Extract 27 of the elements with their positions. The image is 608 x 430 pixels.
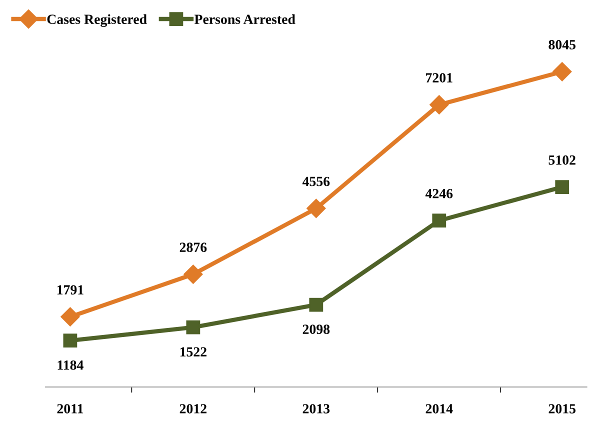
- point: [432, 214, 446, 228]
- data-label: 1184: [58, 360, 84, 370]
- point: [309, 298, 324, 312]
- data-label: 2876: [180, 242, 207, 252]
- data-label: 4556: [302, 176, 330, 186]
- point: [552, 62, 572, 82]
- x-tick-label: 2015: [548, 404, 576, 414]
- data-label: 2098: [302, 324, 330, 334]
- data-label: 8045: [548, 40, 576, 50]
- x-tick-label: 2013: [302, 404, 330, 414]
- data-label: 5102: [548, 155, 576, 165]
- point: [306, 198, 326, 218]
- data-label: 1522: [180, 347, 206, 357]
- point: [184, 264, 203, 284]
- legend-label: Cases Registered: [47, 14, 147, 27]
- legend-label: Persons Arrested: [194, 14, 296, 24]
- point: [60, 307, 80, 326]
- x-tick-label: 2014: [426, 404, 453, 414]
- x-tick-label: 2012: [180, 404, 206, 414]
- data-label: 7201: [426, 73, 452, 82]
- data-label: 4246: [425, 188, 453, 198]
- x-tick-label: 2011: [57, 404, 83, 414]
- point: [186, 320, 200, 334]
- point: [430, 95, 449, 114]
- data-label: 1791: [57, 285, 84, 295]
- point: [555, 180, 570, 194]
- point: [63, 334, 78, 348]
